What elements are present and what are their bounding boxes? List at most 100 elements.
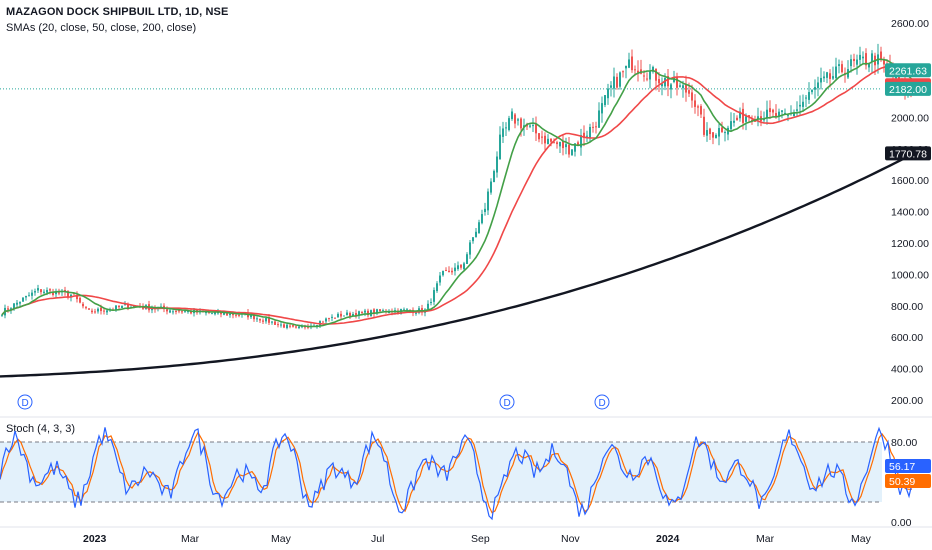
candle-body [709, 128, 711, 135]
candle-body [625, 65, 627, 69]
candle-body [613, 76, 615, 89]
candles [1, 43, 915, 330]
candle-body [361, 312, 363, 314]
candle-body [22, 297, 24, 302]
candle-body [184, 311, 186, 313]
candle-body [880, 51, 882, 60]
candle-body [754, 120, 756, 122]
dividend-marker[interactable] [594, 394, 610, 410]
candle-body [871, 53, 873, 62]
candle-body [460, 264, 462, 268]
time-tick-label: 2024 [656, 533, 680, 545]
price-tick-label: 800.00 [891, 301, 923, 313]
candle-body [358, 311, 360, 316]
chart-title: MAZAGON DOCK SHIPBUIL LTD, 1D, NSE [6, 6, 229, 18]
candle-body [205, 312, 207, 314]
candle-body [472, 237, 474, 242]
sma-50-value-label: 2261.63 [889, 65, 927, 77]
candle-body [115, 305, 117, 311]
candle-body [721, 127, 723, 133]
candle-body [97, 308, 99, 312]
candle-body [832, 76, 834, 79]
candle-body [571, 149, 573, 156]
dividend-marker[interactable] [17, 394, 33, 410]
candle-body [859, 54, 861, 60]
candle-body [799, 104, 801, 107]
candle-body [382, 310, 384, 312]
candle-body [514, 114, 516, 124]
candle-body [778, 111, 780, 116]
candle-body [811, 89, 813, 93]
candle-body [7, 308, 9, 310]
candle-body [346, 312, 348, 316]
candle-body [271, 321, 273, 323]
dividend-marker[interactable] [499, 394, 515, 410]
candle-body [103, 310, 105, 312]
candle-body [235, 314, 237, 316]
stoch-k-value-label: 56.17 [889, 461, 915, 473]
candle-body [577, 142, 579, 145]
candle-body [568, 144, 570, 155]
stoch-legend[interactable]: Stoch (4, 3, 3) [6, 423, 76, 435]
candle-body [427, 303, 429, 309]
price-tick-label: 2600.00 [891, 18, 929, 30]
candle-body [262, 320, 264, 322]
candle-body [229, 313, 231, 316]
candle-body [610, 85, 612, 88]
candle-body [439, 275, 441, 283]
candle-body [265, 318, 267, 322]
candle-body [826, 72, 828, 78]
candle-body [451, 270, 453, 273]
candle-body [685, 84, 687, 93]
candle-body [376, 309, 378, 314]
candle-body [862, 56, 864, 59]
candle-body [781, 110, 783, 112]
stoch-d-value-label: 50.39 [889, 476, 915, 488]
candle-body [430, 301, 432, 303]
candle-body [805, 97, 807, 99]
candle-body [283, 324, 285, 328]
price-tick-label: 1200.00 [891, 238, 929, 250]
candle-body [787, 115, 789, 117]
candle-body [250, 314, 252, 318]
candle-body [715, 134, 717, 139]
candle-body [286, 324, 288, 329]
candle-body [682, 85, 684, 89]
candle-body [712, 132, 714, 138]
candle-body [181, 311, 183, 313]
candle-body [88, 308, 90, 310]
candle-body [820, 77, 822, 83]
candle-body [679, 85, 681, 87]
candle-body [16, 302, 18, 305]
candle-body [532, 125, 534, 127]
candle-body [28, 295, 30, 297]
candle-body [808, 92, 810, 100]
candle-body [478, 222, 480, 234]
sma-legend[interactable]: SMAs (20, close, 50, close, 200, close) [6, 22, 197, 34]
candle-body [343, 315, 345, 317]
candle-body [331, 316, 333, 318]
candle-body [583, 132, 585, 138]
candle-body [352, 314, 354, 316]
candle-body [688, 90, 690, 94]
candle-body [43, 291, 45, 293]
candle-body [541, 136, 543, 138]
candle-body [745, 116, 747, 122]
candle-body [838, 64, 840, 66]
stoch-d-value-label-bg [885, 474, 931, 488]
candle-body [667, 76, 669, 87]
candle-body [73, 293, 75, 295]
candle-body [634, 69, 636, 71]
time-tick-label: Mar [756, 533, 775, 545]
time-tick-label: May [271, 533, 292, 545]
candle-body [706, 130, 708, 136]
candle-body [793, 113, 795, 117]
candle-body [556, 142, 558, 145]
candle-body [52, 291, 54, 295]
candle-body [454, 267, 456, 272]
candle-body [481, 214, 483, 224]
candle-body [547, 138, 549, 145]
candle-body [166, 309, 168, 312]
candle-body [742, 108, 744, 123]
